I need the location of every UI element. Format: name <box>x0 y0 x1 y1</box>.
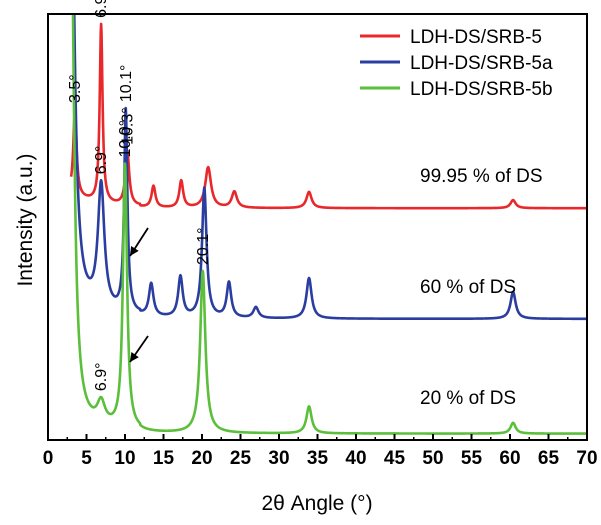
legend: LDH-DS/SRB-5 LDH-DS/SRB-5a LDH-DS/SRB-5b <box>360 27 553 100</box>
x-tick-label: 40 <box>345 448 366 469</box>
y-axis-title: Intensity (a.u.) <box>14 153 37 286</box>
peak-annotation: 6.9° <box>93 0 110 18</box>
peak-arrow-head <box>130 246 139 256</box>
x-tick-label: 15 <box>153 448 175 469</box>
peak-annotation: 6.9° <box>93 146 110 175</box>
legend-entry: LDH-DS/SRB-5 <box>410 27 542 48</box>
series-label: 60 % of DS <box>420 277 516 298</box>
x-tick-label: 70 <box>576 448 597 469</box>
peak-annotation: 10.3° <box>119 107 136 145</box>
series-line-2 <box>71 14 587 435</box>
peak-annotation: 20.1° <box>195 227 212 265</box>
peak-annotation: 10.1° <box>118 65 135 103</box>
peak-annotation: 6.9° <box>93 362 110 391</box>
peak-annotation: 3.5° <box>67 74 84 103</box>
x-axis-title: 2θ Angle (°) <box>261 492 372 515</box>
peak-arrow-head <box>130 352 139 362</box>
series-label: 99.95 % of DS <box>420 166 543 187</box>
series-line-1 <box>72 14 587 321</box>
peak-annotation: 10.0° <box>117 120 134 158</box>
series-label: 20 % of DS <box>420 388 516 409</box>
series-line-0 <box>69 22 587 210</box>
x-tick-label: 30 <box>268 448 289 469</box>
series-labels: 99.95 % of DS 60 % of DS 20 % of DS <box>420 166 543 409</box>
x-tick-label: 5 <box>81 448 92 469</box>
x-tick-label: 25 <box>230 448 252 469</box>
series-layer <box>69 14 587 435</box>
x-tick-label: 65 <box>538 448 560 469</box>
x-tick-label: 50 <box>422 448 443 469</box>
x-tick-label: 55 <box>461 448 483 469</box>
x-tick-label: 0 <box>43 448 54 469</box>
x-tick-label: 20 <box>191 448 212 469</box>
x-tick-label: 35 <box>307 448 329 469</box>
legend-entry: LDH-DS/SRB-5b <box>410 79 553 100</box>
x-ticks: 0 5 10 15 20 25 30 35 40 45 50 55 60 65 70 <box>43 434 598 469</box>
legend-entry: LDH-DS/SRB-5a <box>410 53 553 74</box>
peak-annotations: 3.5° 6.9° 10.3° 6.9° 10.1° 6.9° 10.0° 20.1° <box>67 0 212 391</box>
x-tick-label: 60 <box>499 448 520 469</box>
x-tick-label: 10 <box>114 448 135 469</box>
x-tick-label: 45 <box>384 448 406 469</box>
